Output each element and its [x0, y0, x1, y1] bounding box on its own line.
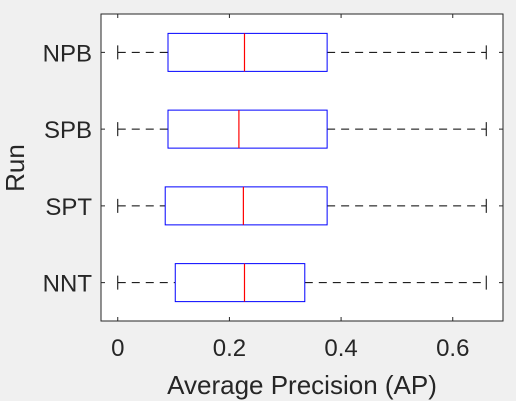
x-tick-label-3: 0.6 [436, 335, 469, 362]
boxes-layer [117, 32, 487, 303]
y-axis-label: Run [0, 144, 30, 192]
box-spb [117, 109, 487, 149]
box-npb [117, 32, 487, 72]
box-spt [117, 186, 487, 226]
x-tick-label-2: 0.4 [324, 335, 357, 362]
box-nnt [117, 263, 487, 303]
iqr-box-nnt [174, 263, 306, 303]
y-tick-label-npb: NPB [43, 40, 92, 67]
iqr-box-npb [167, 32, 328, 72]
x-tick-label-1: 0.2 [213, 335, 246, 362]
y-tick-label-spb: SPB [44, 117, 92, 144]
x-axis-label: Average Precision (AP) [167, 370, 437, 400]
iqr-box-spb [167, 109, 328, 149]
axes-layer: 0 0.2 0.4 0.6 NPB SPB SPT NNT [43, 14, 503, 362]
y-tick-label-spt: SPT [45, 194, 92, 221]
x-tick-label-0: 0 [111, 335, 124, 362]
plot-area [100, 13, 504, 322]
y-tick-label-nnt: NNT [43, 271, 93, 298]
iqr-box-spt [164, 186, 328, 226]
